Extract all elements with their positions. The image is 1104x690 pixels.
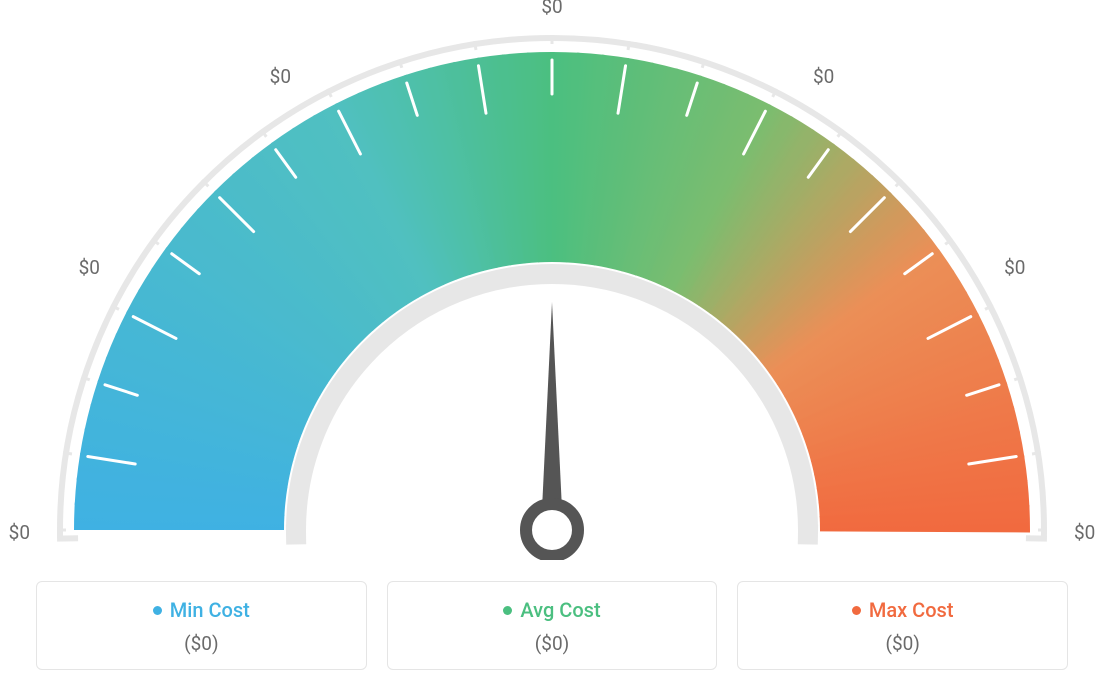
gauge-tick-label: $0 xyxy=(9,521,30,544)
legend-max-value: ($0) xyxy=(748,632,1057,655)
legend-max-label: Max Cost xyxy=(869,598,954,622)
legend-avg-label: Avg Cost xyxy=(520,598,600,622)
legend-max-box: Max Cost ($0) xyxy=(737,581,1068,670)
min-dot-icon xyxy=(153,606,162,615)
gauge-tick-label: $0 xyxy=(813,65,834,88)
gauge-tick-label: $0 xyxy=(1004,256,1025,279)
legend-min-box: Min Cost ($0) xyxy=(36,581,367,670)
cost-gauge-card: $0 $0 $0 $0 $0 $0 $0 Min Cost ($0) Avg Cost ($… xyxy=(0,0,1104,690)
avg-dot-icon xyxy=(503,606,512,615)
legend-row: Min Cost ($0) Avg Cost ($0) Max Cost ($0… xyxy=(36,581,1068,670)
gauge-chart: $0 $0 $0 $0 $0 $0 $0 xyxy=(0,0,1104,560)
gauge-needle xyxy=(541,302,563,530)
gauge-tick-label: $0 xyxy=(541,0,562,18)
legend-avg-box: Avg Cost ($0) xyxy=(387,581,718,670)
gauge-tick-label: $0 xyxy=(1074,521,1095,544)
legend-avg-value: ($0) xyxy=(398,632,707,655)
max-dot-icon xyxy=(852,606,861,615)
legend-min-label: Min Cost xyxy=(170,598,250,622)
legend-min-value: ($0) xyxy=(47,632,356,655)
gauge-tick-label: $0 xyxy=(79,256,100,279)
gauge-tick-label: $0 xyxy=(270,65,291,88)
